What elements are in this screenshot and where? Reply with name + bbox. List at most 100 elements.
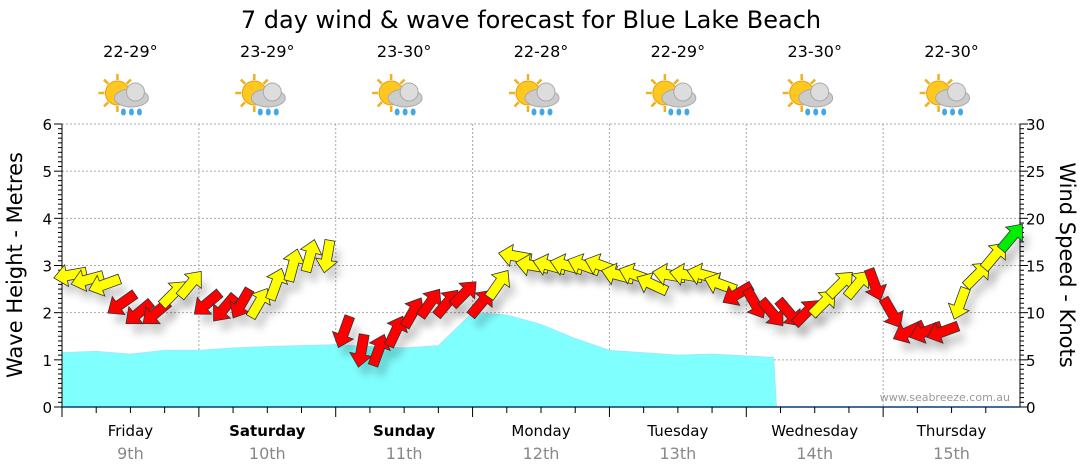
raindrop-icon bbox=[805, 108, 811, 116]
raindrop-icon bbox=[547, 108, 553, 116]
wind-arrow bbox=[961, 262, 990, 291]
sun-cloud-rain-icon bbox=[509, 74, 560, 116]
sun-ray bbox=[103, 101, 110, 108]
wind-arrow bbox=[331, 314, 355, 349]
day-date-label: 15th bbox=[933, 444, 970, 463]
wind-arrow-shadow bbox=[814, 301, 842, 329]
y-tick-label: 0 bbox=[42, 399, 52, 417]
raindrop-icon bbox=[120, 108, 126, 116]
wind-arrow bbox=[636, 272, 670, 297]
raindrop-icon bbox=[257, 108, 263, 116]
day-temp-label: 23-30° bbox=[377, 42, 432, 61]
chart-title: 7 day wind & wave forecast for Blue Lake… bbox=[241, 6, 821, 34]
wind-arrow-shadow bbox=[455, 291, 483, 319]
sun-cloud-rain-icon bbox=[98, 74, 149, 116]
y-tick-label: 1 bbox=[42, 352, 52, 370]
raindrop-icon bbox=[410, 108, 416, 116]
y-tick-label: 3 bbox=[42, 258, 52, 276]
day-temp-label: 22-29° bbox=[651, 42, 706, 61]
wind-arrow bbox=[213, 291, 240, 322]
sun-cloud-rain-icon bbox=[235, 74, 286, 116]
watermark: www.seabreeze.com.au bbox=[880, 391, 1010, 404]
cloud-puff bbox=[125, 82, 145, 102]
wind-arrow bbox=[996, 223, 1023, 254]
cloud-puff bbox=[536, 82, 556, 102]
sun-cloud-rain-icon bbox=[782, 74, 834, 116]
y-tick-label: 4 bbox=[42, 210, 52, 228]
sun-ray bbox=[946, 78, 953, 85]
wind-arrow-shadow bbox=[968, 272, 996, 300]
raindrop-icon bbox=[539, 108, 545, 116]
day-date-label: 9th bbox=[117, 444, 144, 463]
y2-tick-label: 20 bbox=[1026, 210, 1045, 228]
wind-arrow bbox=[415, 288, 442, 320]
wind-arrow bbox=[53, 263, 88, 288]
day-name-label: Monday bbox=[511, 422, 570, 440]
raindrop-icon bbox=[942, 108, 948, 116]
wind-arrow-shadow bbox=[252, 298, 277, 330]
sun-ray bbox=[924, 101, 931, 108]
cloud-puff bbox=[262, 82, 282, 102]
cloud-puff bbox=[810, 82, 830, 102]
sun-ray bbox=[787, 101, 794, 108]
sun-cloud-rain-icon bbox=[919, 74, 971, 116]
day-date-label: 10th bbox=[249, 444, 286, 463]
day-temp-label: 23-29° bbox=[240, 42, 295, 61]
y2-tick-label: 25 bbox=[1026, 163, 1045, 181]
sun-ray bbox=[650, 101, 657, 108]
sun-ray bbox=[513, 78, 520, 85]
sun-ray bbox=[125, 78, 132, 85]
raindrop-icon bbox=[531, 108, 537, 116]
day-name-label: Saturday bbox=[229, 422, 306, 440]
day-date-label: 11th bbox=[386, 444, 423, 463]
sun-cloud-rain-icon bbox=[645, 74, 697, 116]
sun-cloud-rain-icon bbox=[372, 74, 423, 116]
sun-ray bbox=[536, 78, 543, 85]
sun-ray bbox=[376, 101, 383, 108]
raindrop-icon bbox=[136, 108, 142, 116]
wind-arrow bbox=[926, 320, 961, 344]
raindrop-icon bbox=[950, 108, 956, 116]
day-temp-label: 22-28° bbox=[514, 42, 569, 61]
day-date-label: 14th bbox=[796, 444, 833, 463]
wind-arrow bbox=[193, 288, 224, 315]
wind-arrow-shadow bbox=[490, 280, 516, 311]
sun-ray bbox=[924, 78, 931, 85]
raindrop-icon bbox=[813, 108, 819, 116]
sun-ray bbox=[673, 78, 680, 85]
cloud-puff bbox=[399, 82, 419, 102]
wind-arrow bbox=[175, 270, 202, 301]
wind-arrow bbox=[299, 239, 323, 274]
raindrop-icon bbox=[265, 108, 271, 116]
y2-tick-label: 15 bbox=[1026, 258, 1045, 276]
wind-arrow-shadow bbox=[797, 310, 825, 338]
raindrop-icon bbox=[273, 108, 279, 116]
raindrop-icon bbox=[958, 108, 964, 116]
wind-arrow bbox=[484, 269, 511, 301]
y2-axis-label: Wind Speed - Knots bbox=[1055, 162, 1079, 367]
day-temp-label: 22-29° bbox=[103, 42, 158, 61]
raindrop-icon bbox=[676, 108, 682, 116]
sun-ray bbox=[650, 78, 657, 85]
sun-ray bbox=[239, 78, 246, 85]
cloud-puff bbox=[673, 82, 693, 102]
day-name-label: Thursday bbox=[916, 422, 987, 440]
y-tick-label: 2 bbox=[42, 305, 52, 323]
y2-tick-label: 5 bbox=[1026, 352, 1036, 370]
wind-arrow bbox=[824, 271, 853, 300]
wind-arrow bbox=[282, 248, 306, 283]
day-name-label: Wednesday bbox=[771, 422, 858, 440]
day-date-label: 12th bbox=[523, 444, 560, 463]
wind-arrow bbox=[125, 297, 156, 325]
wave-height-area bbox=[61, 312, 777, 408]
wind-arrow bbox=[878, 295, 904, 328]
day-name-label: Tuesday bbox=[646, 422, 708, 440]
wind-arrow bbox=[863, 267, 887, 301]
raindrop-icon bbox=[402, 108, 408, 116]
wind-arrow bbox=[349, 333, 373, 368]
wind-arrow bbox=[107, 289, 139, 316]
raindrop-icon bbox=[668, 108, 674, 116]
cloud-puff bbox=[947, 82, 967, 102]
